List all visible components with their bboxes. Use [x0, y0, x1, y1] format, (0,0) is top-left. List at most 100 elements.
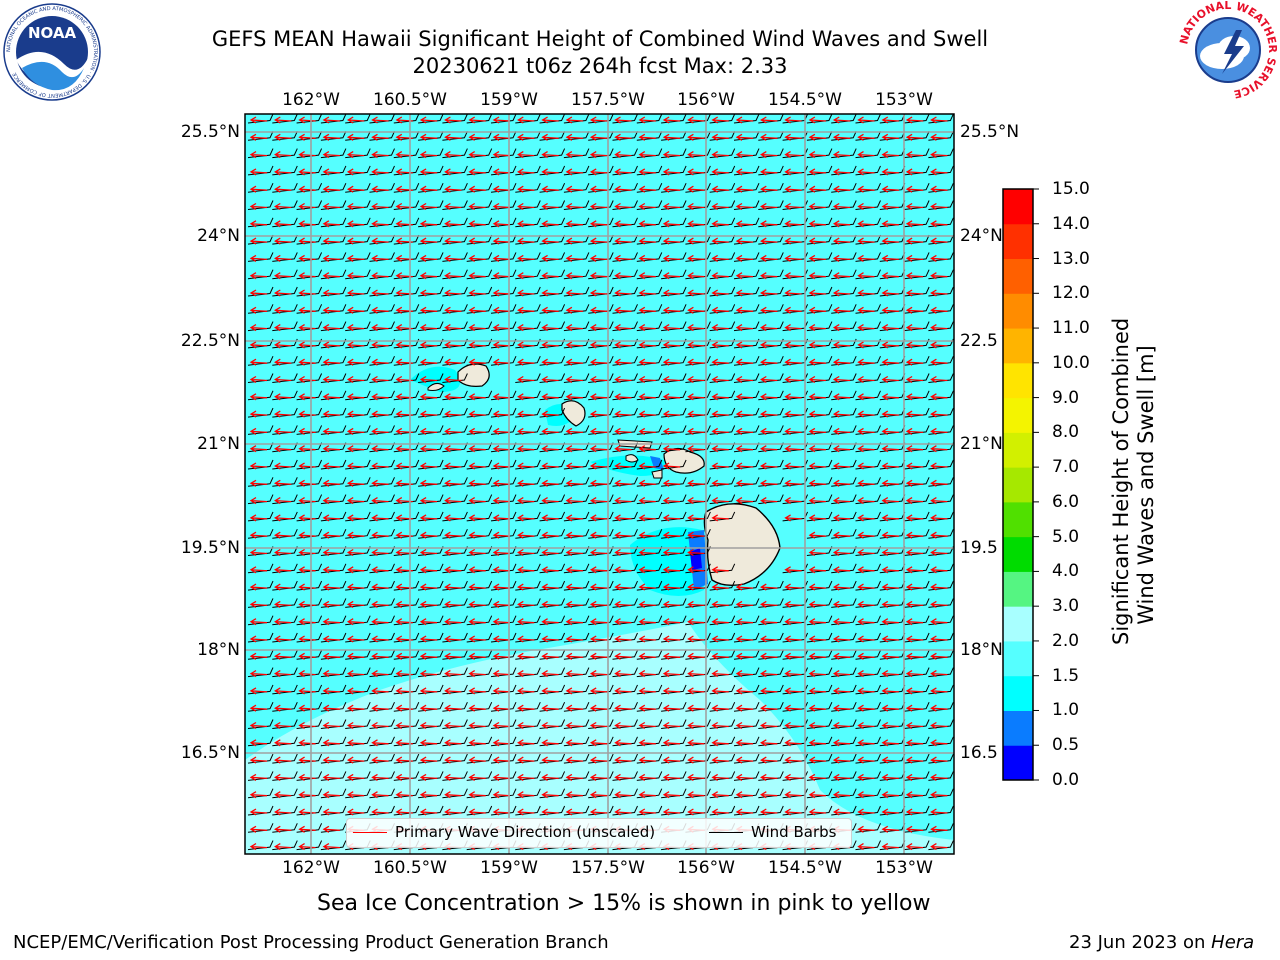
- wave-direction-arrow: [517, 721, 535, 730]
- wave-direction-arrow: [517, 756, 535, 764]
- wave-direction-arrow: [444, 289, 462, 297]
- wave-direction-arrow: [808, 704, 826, 712]
- colorbar-label: Significant Height of Combined Wind Wave…: [1109, 318, 1159, 645]
- wave-direction-arrow: [444, 220, 462, 228]
- wave-direction-arrow: [662, 324, 681, 332]
- wave-direction-arrow: [468, 341, 486, 349]
- wave-direction-arrow: [832, 272, 851, 280]
- wave-direction-arrow: [735, 289, 754, 297]
- wave-direction-arrow: [249, 133, 268, 141]
- wave-direction-arrow: [711, 514, 729, 522]
- wave-direction-arrow: [249, 704, 268, 712]
- wave-direction-arrow: [735, 652, 754, 660]
- wave-direction-arrow: [735, 168, 754, 176]
- wave-direction-arrow: [808, 445, 826, 453]
- wave-direction-arrow: [589, 202, 608, 211]
- wave-direction-arrow: [760, 479, 778, 487]
- wave-direction-arrow: [565, 635, 583, 643]
- wave-direction-arrow: [784, 479, 802, 487]
- wave-direction-arrow: [492, 756, 511, 764]
- wave-direction-arrow: [808, 514, 826, 522]
- wave-direction-arrow: [905, 600, 924, 608]
- colorbar-segment: [1003, 258, 1033, 294]
- wave-direction-arrow: [857, 479, 875, 487]
- wave-direction-arrow: [541, 237, 559, 245]
- wave-direction-arrow: [419, 151, 438, 159]
- wave-direction-arrow: [808, 254, 826, 262]
- wave-direction-arrow: [808, 427, 826, 435]
- wave-direction-arrow: [760, 445, 778, 453]
- wave-direction-arrow: [589, 410, 608, 418]
- wave-direction-arrow: [468, 739, 486, 747]
- wave-direction-arrow: [468, 687, 486, 695]
- wave-direction-arrow: [760, 272, 778, 280]
- wave-direction-arrow: [832, 531, 851, 539]
- wave-direction-arrow: [565, 618, 583, 626]
- wave-direction-arrow: [346, 479, 365, 487]
- wave-direction-arrow: [662, 721, 681, 730]
- wave-direction-arrow: [832, 652, 851, 660]
- wave-direction-arrow: [371, 116, 389, 124]
- wave-direction-arrow: [274, 220, 292, 228]
- wave-direction-arrow: [662, 289, 681, 297]
- wave-direction-arrow: [857, 168, 875, 176]
- wave-direction-arrow: [808, 393, 826, 401]
- wave-direction-arrow: [517, 531, 535, 539]
- wave-direction-arrow: [492, 566, 511, 574]
- wave-direction-arrow: [760, 220, 778, 228]
- wave-direction-arrow: [371, 202, 389, 211]
- wave-direction-arrow: [832, 704, 851, 712]
- footer-right: 23 Jun 2023 on Hera: [1069, 932, 1254, 953]
- wave-direction-arrow: [468, 254, 486, 262]
- wave-direction-arrow: [298, 341, 316, 349]
- wave-direction-arrow: [419, 704, 438, 712]
- wave-direction-arrow: [589, 497, 608, 505]
- wave-direction-arrow: [832, 583, 851, 591]
- wave-direction-arrow: [468, 133, 486, 141]
- wave-direction-arrow: [298, 704, 316, 712]
- wave-direction-arrow: [492, 220, 511, 228]
- wave-direction-arrow: [249, 324, 268, 332]
- wave-direction-arrow: [589, 721, 608, 730]
- wave-direction-arrow: [905, 289, 924, 297]
- wave-direction-arrow: [930, 514, 948, 522]
- wave-direction-arrow: [249, 306, 268, 314]
- wave-direction-arrow: [541, 670, 559, 678]
- wave-direction-arrow: [881, 635, 899, 643]
- wave-direction-arrow: [419, 445, 438, 453]
- wave-direction-arrow: [541, 531, 559, 539]
- wave-direction-arrow: [711, 324, 729, 332]
- wave-direction-arrow: [322, 531, 340, 539]
- wave-direction-arrow: [881, 254, 899, 262]
- colorbar-tick-label: 15.0: [1052, 179, 1090, 199]
- wave-direction-arrow: [274, 531, 292, 539]
- wave-direction-arrow: [662, 514, 681, 522]
- wave-direction-arrow: [905, 254, 924, 262]
- wave-direction-arrow: [249, 548, 268, 557]
- wave-direction-arrow: [468, 306, 486, 314]
- wave-direction-arrow: [905, 220, 924, 228]
- wave-direction-arrow: [832, 306, 851, 314]
- wave-direction-arrow: [274, 739, 292, 747]
- wave-direction-arrow: [662, 393, 681, 401]
- wave-direction-arrow: [419, 583, 438, 591]
- wave-direction-arrow: [589, 324, 608, 332]
- wave-direction-arrow: [808, 410, 826, 418]
- wave-direction-arrow: [638, 306, 656, 314]
- wave-direction-arrow: [565, 393, 583, 401]
- wave-direction-arrow: [857, 566, 875, 574]
- wave-direction-arrow: [857, 531, 875, 539]
- wave-direction-arrow: [444, 566, 462, 574]
- wave-direction-arrow: [905, 410, 924, 418]
- wave-direction-arrow: [419, 168, 438, 176]
- wave-direction-arrow: [638, 670, 656, 678]
- wave-direction-arrow: [419, 220, 438, 228]
- wave-direction-arrow: [249, 497, 268, 505]
- wave-direction-arrow: [444, 324, 462, 332]
- wave-direction-arrow: [614, 237, 632, 245]
- colorbar-tick-label: 2.0: [1052, 630, 1080, 651]
- wave-direction-arrow: [492, 479, 511, 487]
- colorbar-tick-label: 5.0: [1052, 526, 1080, 547]
- wave-direction-arrow: [711, 116, 729, 124]
- wave-direction-arrow: [274, 670, 292, 678]
